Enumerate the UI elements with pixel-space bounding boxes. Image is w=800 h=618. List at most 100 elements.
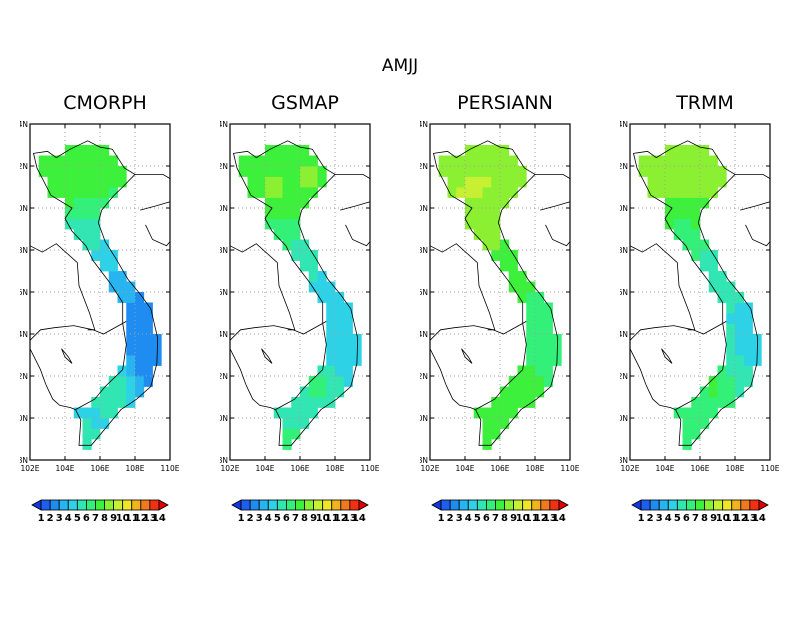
- precip-cell: [65, 208, 75, 219]
- colorbar-segment: [322, 499, 333, 511]
- precip-cell: [117, 292, 127, 303]
- colorbar-segment: [104, 499, 114, 511]
- precip-cell: [682, 145, 692, 156]
- colorbar-segment: [304, 499, 314, 511]
- precip-cell: [726, 386, 736, 398]
- colorbar-label: 5: [674, 513, 681, 524]
- precip-cell: [482, 407, 492, 419]
- precip-cell: [256, 166, 266, 177]
- precip-cell: [526, 355, 536, 366]
- precip-cell: [56, 187, 66, 198]
- colorbar-segment: [113, 499, 124, 511]
- precip-cell: [82, 239, 92, 251]
- precip-cell: [682, 155, 692, 167]
- precip-cell: [82, 208, 92, 219]
- precip-cell: [526, 281, 536, 293]
- precip-cell: [500, 260, 510, 272]
- precip-cell: [91, 418, 101, 429]
- colorbar-segment: [76, 499, 87, 511]
- colorbar-label: 6: [683, 513, 690, 524]
- precip-cell: [65, 197, 75, 209]
- precip-cell: [717, 271, 727, 282]
- precip-cell: [508, 187, 518, 198]
- precip-cell: [100, 407, 110, 419]
- precip-cell: [500, 155, 510, 167]
- precip-cell: [665, 187, 675, 198]
- coastline: [429, 243, 496, 331]
- precip-cell: [56, 176, 66, 188]
- colorbar-label: 12: [134, 513, 148, 524]
- precip-cell: [543, 365, 553, 377]
- precip-cell: [308, 386, 318, 398]
- y-tick-label: 12N: [20, 372, 28, 381]
- colorbar-segment: [349, 499, 360, 511]
- precip-cell: [100, 386, 110, 398]
- colorbar-label: 13: [143, 513, 157, 524]
- precip-cell: [265, 187, 275, 198]
- precip-cell: [743, 344, 753, 356]
- colorbar-segment: [40, 499, 51, 511]
- precip-cell: [743, 334, 753, 345]
- precip-cell: [508, 376, 518, 387]
- precip-cell: [691, 166, 701, 177]
- precip-cell: [535, 355, 545, 366]
- precip-cell: [535, 302, 545, 314]
- y-tick-label: 16N: [220, 288, 228, 297]
- precip-cell: [465, 145, 475, 156]
- precip-cell: [517, 176, 527, 188]
- precip-cell: [735, 365, 745, 377]
- precip-cell: [65, 155, 75, 167]
- precip-cell: [482, 187, 492, 198]
- precip-cell: [708, 187, 718, 198]
- precip-cell: [126, 323, 136, 335]
- precip-cell: [735, 344, 745, 356]
- precip-cell: [335, 386, 345, 398]
- precip-cell: [682, 407, 692, 419]
- precip-cell: [508, 166, 518, 177]
- precip-cell: [482, 145, 492, 156]
- precip-cell: [300, 386, 310, 398]
- colorbar-segment: [540, 499, 551, 511]
- x-tick-label: 102E: [20, 464, 39, 473]
- precip-cell: [291, 145, 301, 156]
- colorbar-label: 13: [743, 513, 757, 524]
- precip-cell: [91, 407, 101, 419]
- precip-cell: [735, 355, 745, 366]
- precip-cell: [700, 155, 710, 167]
- colorbar-segment: [249, 499, 260, 511]
- y-tick-label: 24N: [420, 120, 428, 129]
- precip-cell: [500, 397, 510, 408]
- panel-title: GSMAP: [271, 92, 339, 114]
- precip-cell: [691, 250, 701, 261]
- precip-cell: [73, 166, 83, 177]
- colorbar-label: 9: [710, 513, 717, 524]
- colorbar-arrow-low: [631, 499, 642, 511]
- colorbar-label: 7: [92, 513, 99, 524]
- precip-cell: [91, 176, 101, 188]
- precip-cell: [282, 239, 292, 251]
- colorbar-segment: [440, 499, 451, 511]
- coastline: [29, 348, 47, 385]
- x-tick-label: 108E: [725, 464, 744, 473]
- colorbar-segment: [476, 499, 487, 511]
- precip-cell: [56, 166, 66, 177]
- precip-cell: [265, 218, 275, 230]
- precip-cell: [456, 155, 466, 167]
- precip-cell: [673, 407, 683, 419]
- figure-title: AMJJ: [381, 56, 419, 76]
- y-tick-label: 20N: [20, 204, 28, 213]
- precip-cell: [743, 355, 753, 366]
- precip-cell: [300, 197, 310, 209]
- x-tick-label: 108E: [525, 464, 544, 473]
- precip-cell: [682, 218, 692, 230]
- colorbar-label: 10: [116, 513, 130, 524]
- panel-cmorph: CMORPH 8N10N12N14N16N18N20N22N24N102E104…: [20, 92, 190, 532]
- colorbar-label: 5: [74, 513, 81, 524]
- precip-cell: [291, 407, 301, 419]
- colorbar-segment: [731, 499, 742, 511]
- colorbar-label: 2: [47, 513, 54, 524]
- precip-cell: [126, 355, 136, 366]
- colorbar-segment: [722, 499, 733, 511]
- precip-cell: [743, 323, 753, 335]
- coastline: [145, 224, 171, 247]
